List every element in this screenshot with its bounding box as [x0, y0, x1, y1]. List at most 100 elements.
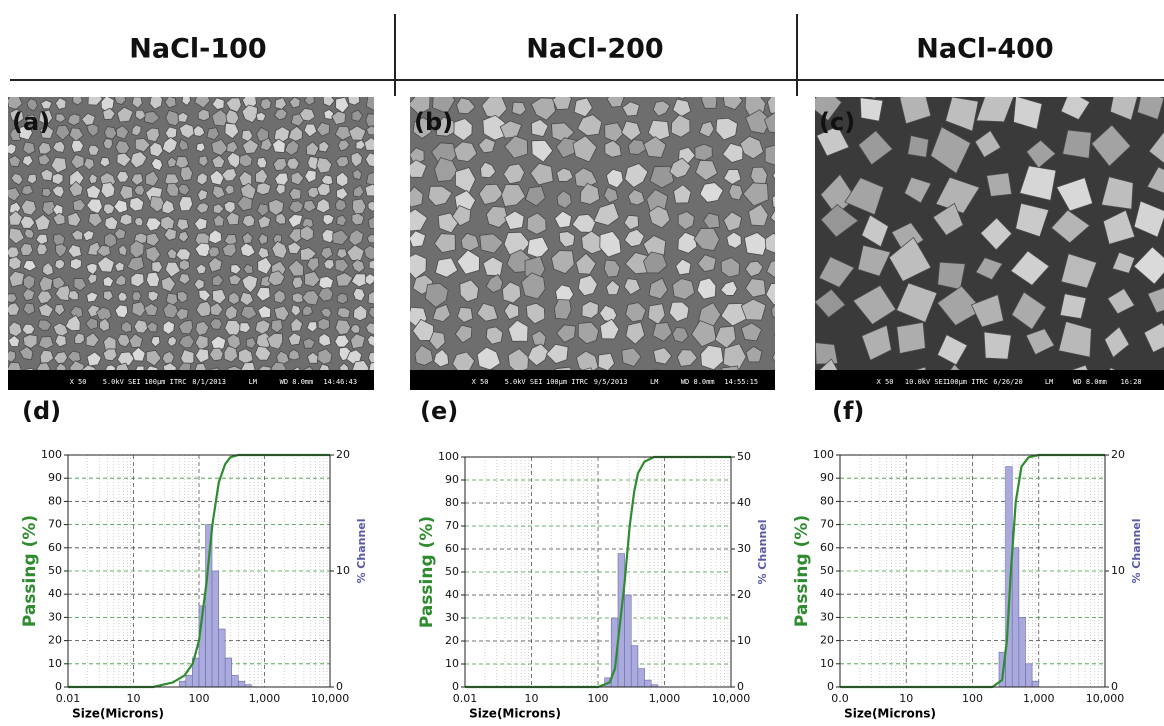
- crystal: [240, 305, 258, 320]
- crystal: [266, 332, 284, 350]
- crystal: [765, 283, 775, 306]
- y-tick-label: 60: [445, 542, 459, 555]
- crystal: [255, 111, 267, 122]
- crystal: [226, 333, 241, 350]
- crystal: [937, 261, 966, 290]
- crystal: [431, 74, 449, 92]
- crystal: [625, 321, 646, 345]
- crystal: [208, 246, 221, 258]
- crystal: [74, 332, 85, 345]
- crystal: [0, 334, 3, 346]
- y2-tick-label: 20: [1111, 448, 1125, 461]
- crystal: [164, 97, 177, 109]
- histogram-bar: [218, 628, 226, 688]
- crystal: [8, 97, 23, 110]
- crystal: [287, 259, 305, 277]
- crystal: [352, 304, 368, 322]
- crystal: [8, 293, 18, 303]
- crystal: [9, 108, 24, 124]
- crystal: [275, 183, 286, 196]
- crystal: [151, 157, 163, 171]
- crystal: [85, 184, 102, 200]
- crystal: [410, 230, 426, 248]
- crystal: [844, 177, 885, 216]
- crystal: [287, 213, 304, 229]
- crystal: [306, 321, 318, 333]
- crystal: [268, 198, 285, 216]
- crystal: [85, 262, 98, 276]
- crystal: [774, 332, 775, 337]
- crystal: [208, 229, 223, 245]
- crystal: [52, 212, 66, 226]
- crystal: [68, 81, 81, 93]
- crystal: [55, 124, 71, 141]
- crystal: [54, 243, 68, 258]
- crystal: [501, 281, 522, 304]
- crystal: [86, 81, 98, 93]
- panel-label: (b): [414, 108, 453, 136]
- crystal: [323, 259, 335, 270]
- crystal: [23, 228, 35, 239]
- crystal: [769, 209, 775, 223]
- crystal: [209, 318, 223, 330]
- y2-tick-label: 0: [1111, 680, 1118, 693]
- crystal: [970, 294, 1004, 328]
- crystal: [485, 326, 504, 345]
- crystal: [303, 200, 317, 213]
- y-tick-label: 100: [41, 448, 62, 461]
- crystal: [8, 143, 17, 155]
- crystal: [8, 281, 9, 283]
- crystal: [355, 139, 367, 150]
- crystal: [870, 97, 876, 100]
- crystal: [37, 319, 52, 331]
- crystal: [434, 257, 459, 278]
- crystal: [257, 215, 271, 229]
- crystal: [352, 287, 366, 302]
- histogram-bar: [205, 524, 213, 688]
- crystal: [100, 182, 116, 199]
- crystal: [180, 349, 195, 367]
- crystal: [165, 110, 182, 127]
- crystal: [178, 123, 195, 139]
- crystal: [226, 140, 239, 153]
- crystal: [410, 208, 428, 232]
- crystal: [0, 126, 3, 139]
- crystal: [974, 130, 1002, 158]
- crystal: [556, 68, 577, 90]
- crystal: [895, 282, 938, 323]
- crystal: [720, 257, 741, 278]
- crystal: [1026, 139, 1057, 169]
- crystal: [162, 136, 178, 154]
- crystal: [350, 333, 366, 350]
- crystal: [1104, 326, 1130, 359]
- crystal: [504, 135, 529, 159]
- crystal: [766, 260, 775, 279]
- crystal: [86, 198, 103, 215]
- crystal: [624, 163, 649, 188]
- y-tick-label: 90: [445, 473, 459, 486]
- crystal: [861, 324, 892, 361]
- crystal: [67, 244, 82, 258]
- crystal: [579, 182, 601, 205]
- crystal: [526, 212, 547, 235]
- crystal: [211, 288, 227, 305]
- crystal: [816, 125, 850, 157]
- crystal: [211, 97, 225, 110]
- crystal: [714, 325, 737, 349]
- crystal: [167, 335, 178, 347]
- crystal: [389, 325, 407, 341]
- crystal: [410, 97, 431, 115]
- crystal: [145, 170, 160, 187]
- crystal: [1143, 322, 1164, 353]
- y-tick-label: 70: [445, 519, 459, 532]
- crystal: [241, 274, 259, 294]
- crystal: [130, 151, 148, 169]
- crystal: [776, 321, 808, 358]
- crystal: [555, 324, 577, 343]
- crystal: [526, 236, 550, 259]
- crystal: [605, 168, 624, 189]
- crystal: [230, 264, 242, 275]
- crystal: [766, 97, 775, 115]
- crystal: [131, 291, 142, 302]
